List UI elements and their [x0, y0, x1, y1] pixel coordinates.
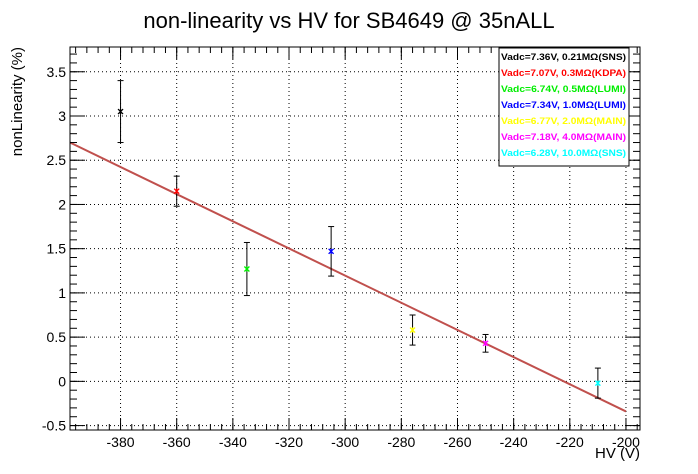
legend-entry: Vadc=6.74V, 0.5MΩ(LUMI): [501, 84, 626, 95]
x-tick-label: -200: [612, 434, 640, 450]
legend-entry: Vadc=7.18V, 4.0MΩ(MAIN): [501, 132, 626, 143]
legend-entry: Vadc=6.28V, 10.0MΩ(SNS): [501, 148, 626, 159]
y-tick-label: -0.5: [42, 418, 66, 434]
data-point: [243, 241, 250, 297]
point-marker: [482, 340, 489, 347]
y-tick-label: 1: [58, 285, 66, 301]
legend-entry: Vadc=7.34V, 1.0MΩ(LUMI): [501, 100, 626, 111]
legend: Vadc=7.36V, 0.21MΩ(SNS) Vadc=7.07V, 0.3MΩ…: [498, 47, 630, 167]
data-point: [328, 226, 335, 277]
point-marker: [173, 188, 180, 195]
point-marker: [243, 266, 250, 272]
point-marker: [409, 327, 416, 334]
x-tick-label: -320: [275, 434, 303, 450]
data-point: [409, 314, 416, 346]
plot-frame: [69, 46, 641, 431]
point-marker: [594, 380, 601, 387]
y-tick-label: 2: [58, 196, 66, 212]
y-tick-label: 3: [58, 108, 66, 124]
x-tick-label: -340: [219, 434, 247, 450]
axes: -380 -360 -340 -320 -300 -280 -260 -240 -220 -200…: [42, 47, 640, 450]
legend-entry: Vadc=7.07V, 0.3MΩ(KDPA): [501, 68, 626, 79]
x-axis-label: HV (V): [595, 445, 640, 462]
legend-box: [498, 47, 630, 167]
x-tick-label: -240: [500, 434, 528, 450]
x-tick-label: -260: [443, 434, 471, 450]
grid: [70, 47, 640, 430]
fit-line: [69, 141, 627, 413]
x-tick-label: -380: [107, 434, 135, 450]
x-tick-label: -360: [163, 434, 191, 450]
y-axis-label: nonLinearity (%): [9, 47, 26, 156]
x-tick-label: -220: [556, 434, 584, 450]
data-point: [594, 367, 601, 399]
data-point: [117, 80, 124, 144]
x-tick-label: -300: [331, 434, 359, 450]
legend-entry: Vadc=6.77V, 2.0MΩ(MAIN): [501, 116, 626, 127]
fit-line-group: [69, 141, 627, 413]
point-marker: [328, 248, 335, 255]
y-tick-label: 1.5: [47, 241, 67, 257]
y-tick-label: 0: [58, 373, 66, 389]
y-tick-label: 2.5: [47, 152, 67, 168]
data-points: [117, 80, 601, 399]
data-point: [482, 333, 489, 353]
x-tick-label: -280: [387, 434, 415, 450]
point-marker: [117, 108, 124, 115]
data-point: [173, 175, 180, 207]
y-tick-label: 0.5: [47, 329, 67, 345]
chart-title: non-linearity vs HV for SB4649 @ 35nALL: [143, 8, 554, 33]
legend-entry: Vadc=7.36V, 0.21MΩ(SNS): [501, 52, 626, 63]
y-tick-label: 3.5: [47, 64, 67, 80]
